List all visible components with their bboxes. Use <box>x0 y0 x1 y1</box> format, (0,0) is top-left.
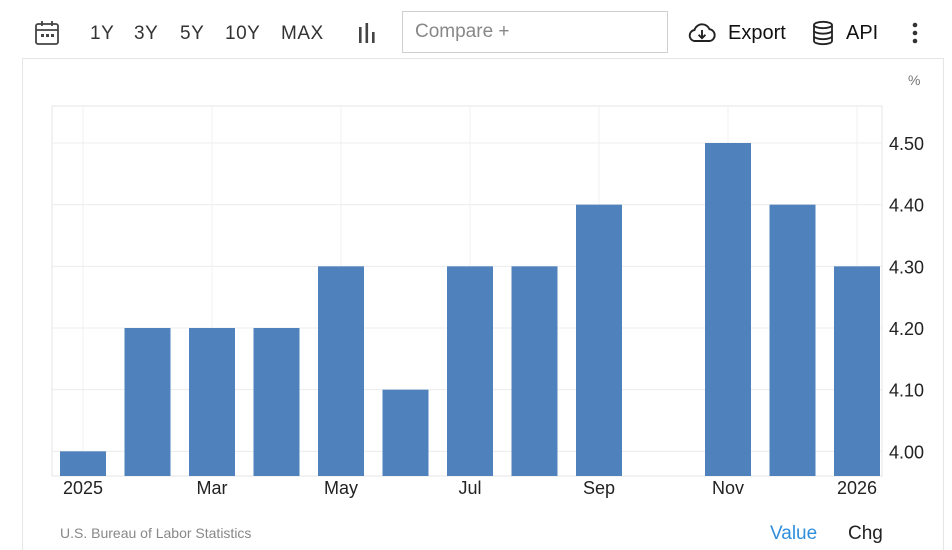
change-tab[interactable]: Chg <box>848 523 883 544</box>
bar-2025-07[interactable] <box>447 266 493 476</box>
api-label: API <box>846 21 879 44</box>
y-tick-label: 4.00 <box>889 442 924 462</box>
y-tick-label: 4.50 <box>889 134 924 154</box>
compare-input[interactable] <box>402 11 668 53</box>
bar-2025-05[interactable] <box>318 266 364 476</box>
calendar-icon <box>35 21 59 45</box>
y-tick-label: 4.20 <box>889 319 924 339</box>
y-tick-label: 4.10 <box>889 381 924 401</box>
range-10y-button[interactable]: 10Y <box>225 23 261 44</box>
range-5y-button[interactable]: 5Y <box>180 23 205 44</box>
bar-2026-01[interactable] <box>834 266 880 476</box>
vertical-dots-icon <box>912 22 918 44</box>
bar-2025-12[interactable] <box>769 204 816 476</box>
bar-2025-08[interactable] <box>511 266 558 476</box>
x-tick-label: Jul <box>458 478 481 498</box>
chart-toolbar: 1Y 3Y 5Y 10Y MAX Export API <box>0 0 952 60</box>
range-1y-button[interactable]: 1Y <box>90 23 115 44</box>
x-tick-label: May <box>324 478 358 498</box>
calendar-button[interactable] <box>34 18 62 48</box>
bar-2025-06[interactable] <box>382 389 429 476</box>
y-axis-unit: % <box>908 72 921 88</box>
bar-2025-09[interactable] <box>576 204 622 476</box>
x-tick-label: Sep <box>583 478 615 498</box>
range-3y-button[interactable]: 3Y <box>134 23 159 44</box>
bar-chart-icon <box>359 23 375 43</box>
value-tab[interactable]: Value <box>770 523 818 544</box>
bar-2025-04[interactable] <box>253 328 300 476</box>
bar-2025-01[interactable] <box>60 451 106 476</box>
y-axis-ticks: 4.00 4.10 4.20 4.30 4.40 4.50 <box>889 134 924 462</box>
database-icon <box>813 20 833 46</box>
x-tick-label: 2025 <box>63 478 103 498</box>
bar-2025-03[interactable] <box>189 328 235 476</box>
x-tick-label: Mar <box>197 478 228 498</box>
y-tick-label: 4.40 <box>889 196 924 216</box>
chart-panel <box>22 58 944 550</box>
bar-2025-11[interactable] <box>705 143 751 476</box>
range-max-button[interactable]: MAX <box>281 23 324 44</box>
x-tick-label: Nov <box>712 478 744 498</box>
x-axis-ticks: 2025 Mar May Jul Sep Nov 2026 <box>63 478 877 498</box>
export-label: Export <box>728 21 786 44</box>
y-tick-label: 4.30 <box>889 257 924 277</box>
data-source: U.S. Bureau of Labor Statistics <box>60 525 252 541</box>
bars <box>60 143 880 476</box>
chart-type-button[interactable] <box>356 20 380 46</box>
bar-2025-02[interactable] <box>124 328 171 476</box>
export-button[interactable]: Export <box>686 18 786 48</box>
api-button[interactable]: API <box>812 18 878 48</box>
more-options-button[interactable] <box>905 20 925 46</box>
bar-chart: 4.00 4.10 4.20 4.30 4.40 4.50 2025 Mar May Jul Se… <box>51 105 924 498</box>
x-tick-label: 2026 <box>837 478 877 498</box>
cloud-download-icon <box>688 23 716 42</box>
